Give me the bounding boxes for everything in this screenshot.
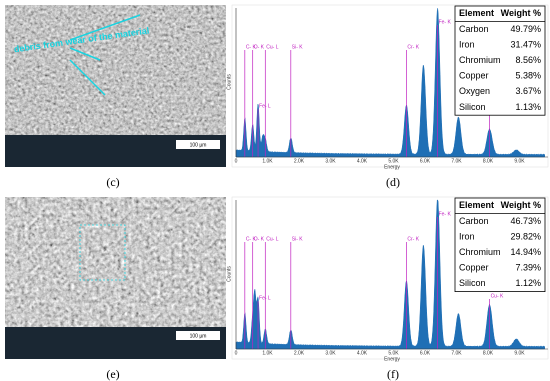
peak-label: Si- K [292, 44, 304, 50]
scale-bar: 100 µm [190, 333, 207, 339]
peak-label: Cu- L [266, 44, 278, 50]
table-cell: 3.67% [515, 86, 541, 96]
x-tick-label: 1.0K [262, 158, 273, 164]
peak-label: Cr- K [407, 236, 419, 242]
x-tick-label: 0 [235, 350, 238, 356]
spectrum-panel: C- KO- KCu- LSi- KFe- LCr- KFe- KCu- K01… [226, 4, 549, 170]
sem-texture [5, 5, 226, 135]
peak-label: Cu- K [491, 293, 504, 299]
table-cell: Silicon [459, 102, 486, 112]
table-cell: 31.47% [510, 39, 541, 49]
table-cell: Iron [459, 39, 475, 49]
peak-label: Cu- L [266, 236, 278, 242]
table-cell: 8.56% [515, 55, 541, 65]
y-axis-title: Counts [226, 74, 232, 90]
x-tick-label: 8.0K [483, 158, 494, 164]
sem-image-c: 100 µm debris from wear of the material … [5, 5, 226, 189]
table-header: Element [459, 200, 494, 210]
x-tick-label: 7.0K [451, 158, 462, 164]
table-cell: 29.82% [510, 231, 541, 241]
table-cell: Carbon [459, 24, 489, 34]
peak-label: Si- K [292, 236, 304, 242]
peak-label: O- K [254, 44, 265, 50]
peak-label: Fe- K [439, 19, 452, 25]
arrow [69, 59, 106, 96]
table-header: Weight % [501, 200, 541, 210]
panel-label: (e) [106, 367, 119, 381]
sem-texture [5, 197, 226, 327]
x-tick-label: 1.0K [262, 350, 273, 356]
table-cell: Iron [459, 231, 475, 241]
table-cell: 14.94% [510, 247, 541, 257]
panel-label: (f) [387, 367, 399, 381]
table-cell: Carbon [459, 216, 489, 226]
peak-label: O- K [254, 236, 265, 242]
x-tick-label: 9.0K [514, 158, 525, 164]
scale-bar-box [176, 331, 220, 340]
sem-image-e: 100 µm (e) [5, 197, 226, 381]
table-cell: Chromium [459, 55, 501, 65]
peak-label: C- K [246, 44, 257, 50]
x-tick-label: 3.0K [325, 350, 336, 356]
table-cell: Copper [459, 263, 489, 273]
panel-label: (c) [106, 175, 119, 189]
x-tick-label: 8.0K [483, 350, 494, 356]
x-axis-title: Energy [384, 356, 400, 362]
spectrum [235, 8, 545, 158]
peak-label: C- K [246, 236, 257, 242]
table-cell: 5.38% [515, 71, 541, 81]
x-tick-label: 2.0K [294, 350, 305, 356]
peak-label: Fe- L [259, 103, 271, 109]
x-tick-label: 4.0K [357, 350, 368, 356]
table-cell: Chromium [459, 247, 501, 257]
x-tick-label: 2.0K [294, 158, 305, 164]
peak-label: Cr- K [407, 44, 419, 50]
x-tick-label: 3.0K [325, 158, 336, 164]
panel-label: (d) [386, 175, 400, 189]
y-axis-title: Counts [226, 266, 232, 282]
table-frame [454, 5, 546, 116]
sem-info-bar [5, 135, 226, 167]
peak-label: Fe- K [439, 211, 452, 217]
peak-label: Fe- L [259, 295, 271, 301]
spectrum [235, 199, 545, 350]
table-cell: Copper [459, 71, 489, 81]
table-cell: Oxygen [459, 86, 490, 96]
x-tick-label: 6.0K [420, 350, 431, 356]
x-axis-title: Energy [384, 164, 400, 170]
table-header: Weight % [501, 8, 541, 18]
table-cell: 49.79% [510, 24, 541, 34]
arrow [69, 14, 141, 41]
scale-bar-box [176, 140, 220, 149]
scale-bar: 100 µm [190, 142, 207, 148]
x-tick-label: 5.0K [388, 350, 399, 356]
table-cell: Silicon [459, 278, 486, 288]
x-tick-label: 5.0K [388, 158, 399, 164]
table-cell: 46.73% [510, 216, 541, 226]
table-cell: 1.13% [515, 102, 541, 112]
arrow [69, 47, 101, 61]
x-tick-label: 0 [235, 158, 238, 164]
x-tick-label: 9.0K [514, 350, 525, 356]
table-cell: 1.12% [515, 278, 541, 288]
table-cell: 7.39% [515, 263, 541, 273]
x-tick-label: 7.0K [451, 350, 462, 356]
highlight-region [79, 224, 126, 281]
x-tick-label: 6.0K [420, 158, 431, 164]
x-tick-label: 4.0K [357, 158, 368, 164]
table-header: Element [459, 8, 494, 18]
